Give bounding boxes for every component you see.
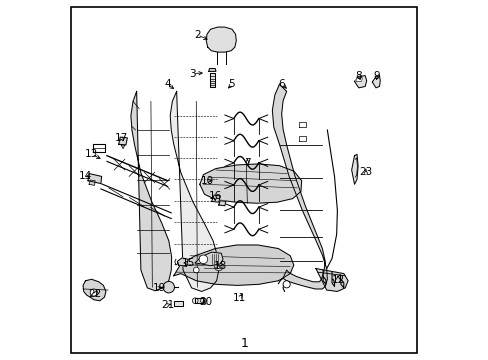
Polygon shape [298, 122, 305, 127]
Polygon shape [208, 68, 216, 71]
Polygon shape [209, 73, 214, 87]
Polygon shape [177, 258, 188, 266]
Polygon shape [131, 91, 171, 291]
Text: 17: 17 [114, 133, 128, 143]
Text: 14: 14 [79, 171, 92, 181]
Polygon shape [119, 137, 127, 145]
Polygon shape [93, 144, 105, 152]
Circle shape [283, 281, 290, 288]
Text: 2: 2 [194, 30, 200, 40]
Text: 9: 9 [373, 71, 379, 81]
Polygon shape [218, 201, 225, 206]
Polygon shape [173, 245, 293, 285]
Polygon shape [354, 76, 366, 88]
Text: 12: 12 [331, 275, 344, 285]
Circle shape [90, 289, 97, 296]
Polygon shape [121, 145, 124, 149]
Polygon shape [195, 298, 203, 303]
Text: 19: 19 [153, 283, 166, 293]
Polygon shape [206, 27, 236, 52]
Polygon shape [89, 180, 95, 185]
Circle shape [214, 262, 223, 271]
Text: 20: 20 [199, 297, 212, 307]
Text: 1: 1 [240, 337, 248, 350]
Polygon shape [355, 77, 362, 81]
Text: 4: 4 [164, 79, 171, 89]
Text: 13: 13 [85, 149, 98, 159]
Polygon shape [372, 76, 380, 88]
Text: 15: 15 [181, 258, 194, 268]
Circle shape [192, 298, 198, 303]
Polygon shape [173, 301, 183, 306]
Text: 22: 22 [88, 289, 102, 298]
Polygon shape [272, 84, 326, 289]
Text: 8: 8 [355, 71, 362, 81]
Text: 18: 18 [213, 261, 226, 271]
Polygon shape [170, 91, 218, 292]
Polygon shape [315, 269, 347, 292]
Circle shape [193, 267, 199, 273]
Polygon shape [351, 154, 357, 184]
Polygon shape [83, 279, 106, 301]
Polygon shape [200, 164, 301, 203]
Text: 21: 21 [161, 300, 174, 310]
Text: 16: 16 [208, 191, 222, 201]
Circle shape [163, 282, 174, 293]
Text: 11: 11 [233, 293, 246, 303]
Text: 10: 10 [200, 176, 213, 186]
Polygon shape [195, 252, 223, 266]
Polygon shape [211, 195, 220, 202]
Text: 6: 6 [278, 79, 285, 89]
Circle shape [200, 298, 206, 303]
Text: 5: 5 [228, 79, 235, 89]
Circle shape [199, 255, 207, 264]
Text: 23: 23 [359, 167, 372, 177]
Text: 7: 7 [244, 158, 250, 168]
Polygon shape [298, 136, 305, 141]
Polygon shape [88, 174, 102, 184]
Text: 3: 3 [189, 68, 196, 78]
